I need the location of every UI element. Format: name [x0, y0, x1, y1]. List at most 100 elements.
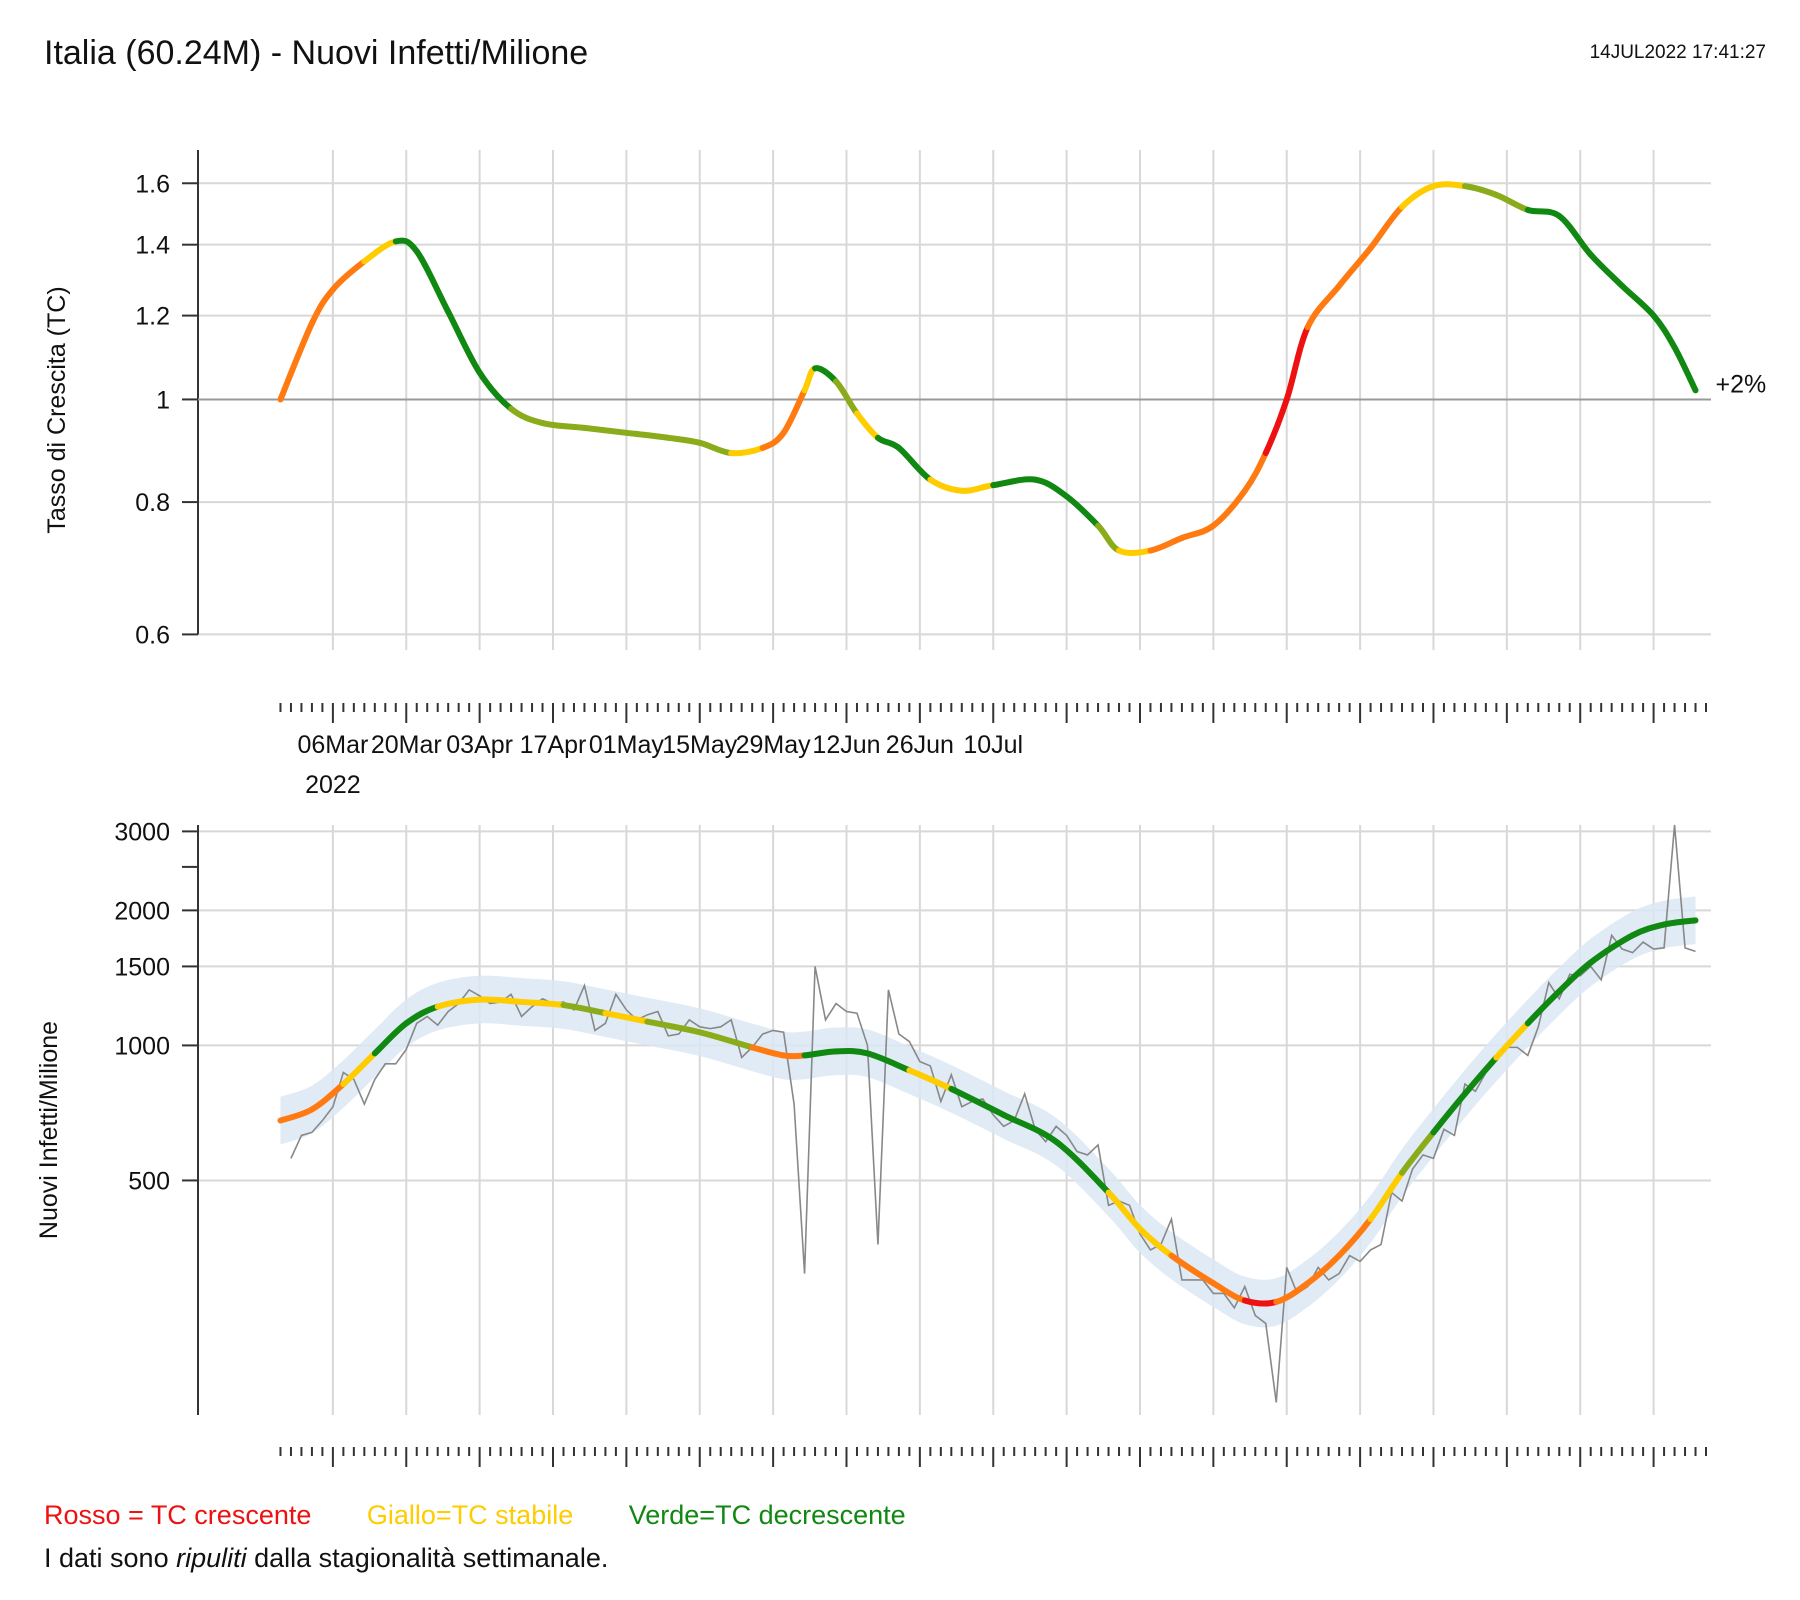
- tc-line-segment-29: [1116, 547, 1154, 556]
- tc-line-segment-31: [1178, 522, 1217, 541]
- tc-line-segment-26: [1032, 476, 1070, 500]
- tc-line-segment-19: [833, 378, 860, 417]
- footnote-text-start: I dati sono: [44, 1543, 177, 1573]
- trend-line-segment-33: [1493, 1020, 1531, 1061]
- bottom-ytick-label-4: 3000: [114, 818, 170, 846]
- trend-line-segment-11: [696, 1029, 756, 1051]
- bottom-ytick-label-3: 2000: [114, 897, 170, 925]
- tc-line-segment-4: [392, 237, 420, 255]
- tc-line-segment-43: [1524, 206, 1563, 220]
- top-y-axis-label: Tasso di Crescita (TC): [43, 286, 71, 533]
- tc-line-segment-32: [1210, 487, 1248, 529]
- chart-title: Italia (60.24M) - Nuovi Infetti/Milione: [44, 34, 589, 72]
- trend-line-segment-19: [1000, 1111, 1060, 1145]
- tc-line-segment-6: [445, 308, 483, 376]
- top-ytick-label-2: 1: [156, 386, 170, 414]
- tc-line-segment-2: [329, 258, 368, 293]
- tc-line-segment-12: [665, 434, 703, 446]
- tc-line-segment-38: [1367, 203, 1406, 251]
- trend-line-segment-30: [1399, 1129, 1437, 1176]
- trend-line-segment-18: [948, 1085, 1007, 1118]
- tc-line-segment-22: [895, 444, 934, 483]
- trend-line-segment-0: [277, 1106, 315, 1124]
- trend-line-segment-6: [476, 996, 525, 1005]
- trend-line-segment-20: [1053, 1138, 1112, 1196]
- trend-line-segment-34: [1524, 988, 1563, 1027]
- trend-line-segment-31: [1430, 1090, 1468, 1136]
- tc-line-segment-25: [990, 476, 1039, 489]
- tc-line-segment-47: [1650, 312, 1678, 351]
- timestamp: 14JUL2022 17:41:27: [1589, 42, 1766, 63]
- tc-line-segment-11: [623, 429, 672, 441]
- tc-line-segment-23: [927, 476, 965, 494]
- legend-yellow: Giallo=TC stabile: [366, 1500, 574, 1530]
- legend-red: Rosso = TC crescente: [44, 1500, 312, 1530]
- trend-line-segment-28: [1336, 1216, 1374, 1259]
- trend-line-segment-10: [644, 1018, 703, 1036]
- tc-line-segment-10: [581, 424, 630, 436]
- xtick-label-3: 17Apr: [520, 731, 587, 759]
- tc-line-segment-34: [1262, 396, 1290, 457]
- trend-line-segment-29: [1367, 1169, 1406, 1223]
- trend-line-segment-2: [340, 1050, 378, 1088]
- tc-line-segment-1: [308, 286, 336, 327]
- xtick-label-0: 06Mar: [297, 731, 368, 759]
- trend-line-segment-13: [780, 1052, 808, 1060]
- tc-line-segment-16: [780, 387, 808, 436]
- xtick-label-6: 29May: [736, 731, 812, 759]
- tc-line-segment-39: [1399, 183, 1437, 210]
- trend-line-segment-9: [602, 1010, 651, 1025]
- trend-line-segment-8: [560, 1002, 609, 1017]
- xtick-label-1: 20Mar: [371, 731, 442, 759]
- xtick-label-9: 10Jul: [963, 731, 1023, 759]
- tc-line-segment-45: [1587, 251, 1626, 289]
- xtick-label-7: 12Jun: [812, 731, 880, 759]
- tc-line-segment-44: [1556, 213, 1594, 258]
- trend-line-segment-17: [906, 1067, 955, 1092]
- footnote-emphasis: ripuliti: [176, 1543, 247, 1573]
- tc-line-segment-20: [853, 410, 881, 441]
- legend-green: Verde=TC decrescente: [628, 1500, 906, 1530]
- trend-line-segment-32: [1461, 1054, 1500, 1097]
- tc-line-segment-24: [958, 482, 997, 494]
- chart-area: 0.6 0.8 1 1.2 1.4 1.6 Tasso di Crescita (TC) 06…: [35, 150, 1767, 1467]
- tc-line-segment-40: [1430, 181, 1468, 190]
- trend-line-segment-35: [1556, 959, 1594, 995]
- footnote-text-end: dalla stagionalità settimanale.: [246, 1543, 609, 1573]
- tc-line-segment-42: [1493, 191, 1531, 213]
- top-ytick-label-3: 1.2: [135, 303, 170, 331]
- tc-line-segment-21: [874, 434, 902, 451]
- trend-line-segment-15: [833, 1048, 871, 1057]
- trend-line-segment-3: [371, 1020, 410, 1057]
- tc-line-segment-36: [1304, 282, 1343, 331]
- trend-line-segment-16: [864, 1050, 913, 1074]
- bottom-ytick-label-2: 1500: [114, 953, 170, 981]
- trend-line-segment-22: [1136, 1225, 1175, 1259]
- top-ytick-label-5: 1.6: [135, 170, 170, 198]
- bottom-ytick-label-1: 1000: [114, 1032, 170, 1060]
- trend-line-segment-36: [1587, 932, 1636, 966]
- tc-end-label: +2%: [1716, 370, 1767, 398]
- tc-line-segment-30: [1147, 534, 1185, 554]
- top-ytick-label-0: 0.6: [135, 621, 170, 649]
- trend-line-segment-1: [308, 1081, 347, 1113]
- trend-line-segment-4: [403, 1003, 441, 1027]
- tc-line-segment-27: [1063, 493, 1102, 529]
- trend-line-segment-5: [434, 996, 483, 1010]
- trend-line-segment-26: [1273, 1280, 1311, 1305]
- tc-line-segment-9: [539, 420, 588, 431]
- xtick-label-5: 15May: [662, 731, 738, 759]
- confidence-band: [280, 896, 1696, 1328]
- tc-line-segment-8: [508, 405, 546, 427]
- tc-line-segment-33: [1241, 450, 1269, 494]
- top-ytick-label-4: 1.4: [135, 232, 170, 260]
- tc-line-segment-28: [1095, 522, 1123, 554]
- tc-line-segment-17: [801, 365, 819, 394]
- tc-line-segment-7: [476, 369, 515, 412]
- trend-line-segment-7: [518, 998, 567, 1009]
- tc-line-segment-18: [812, 365, 840, 385]
- tc-line-segment-41: [1461, 183, 1500, 198]
- tc-line-segment-14: [728, 444, 766, 457]
- tc-line-segment-0: [277, 320, 315, 403]
- trend-line-segment-25: [1241, 1297, 1280, 1307]
